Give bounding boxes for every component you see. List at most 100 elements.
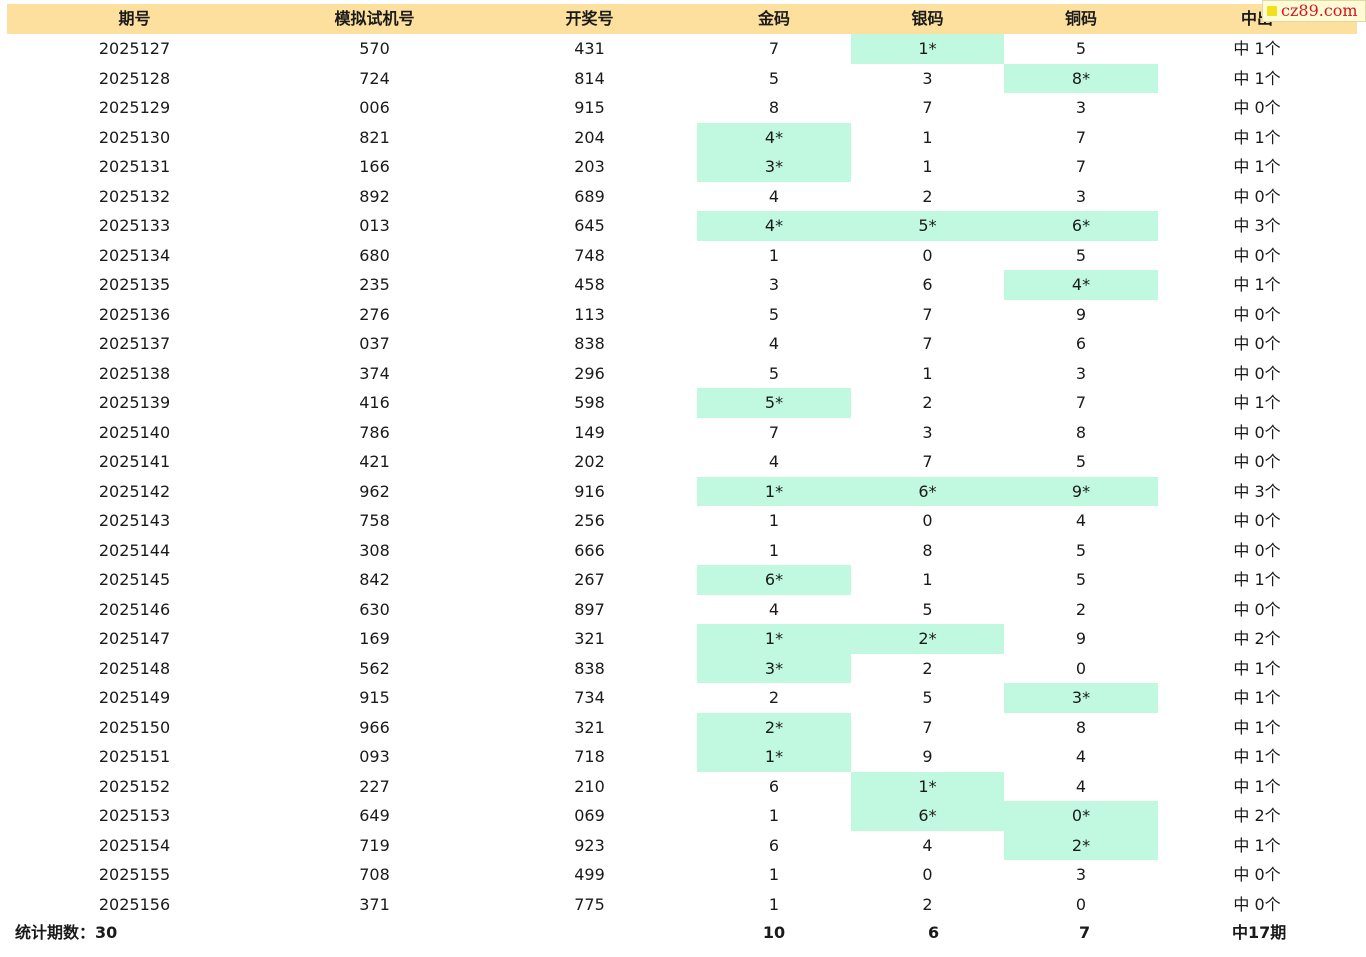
bronze-cell: 3 — [1075, 98, 1087, 117]
sim-number-cell: 169 — [359, 629, 390, 648]
result-cell: 中 1个 — [1233, 747, 1281, 766]
gold-cell: 4 — [768, 452, 780, 471]
table-row: 2025152 227 210 6 1* 4 中 1个 — [7, 771, 1357, 801]
table-row: 2025138 374 296 5 1 3 中 0个 — [7, 359, 1357, 389]
issue-cell: 2025131 — [98, 157, 171, 176]
table-footer: 统计期数：30 10 6 7 中17期 — [7, 918, 1357, 948]
silver-cell: 2* — [851, 624, 1004, 654]
table-row: 2025150 966 321 2* 7 8 中 1个 — [7, 712, 1357, 742]
table-row: 2025141 421 202 4 7 5 中 0个 — [7, 447, 1357, 477]
issue-cell: 2025154 — [98, 835, 171, 855]
bronze-cell: 3 — [1075, 186, 1087, 206]
silver-cell: 1* — [851, 34, 1004, 64]
sim-number-cell: 915 — [359, 688, 390, 707]
draw-number-cell: 748 — [574, 245, 605, 265]
silver-cell: 5 — [922, 688, 933, 707]
silver-cell: 8 — [922, 540, 933, 560]
issue-cell: 2025149 — [98, 688, 171, 707]
sim-number-cell: 708 — [359, 865, 390, 884]
sim-number-cell: 570 — [359, 39, 390, 58]
draw-number-cell: 296 — [574, 363, 605, 383]
sim-number-cell: 649 — [359, 806, 390, 825]
table-row: 2025148 562 838 3* 2 0 中 1个 — [7, 653, 1357, 683]
sim-number-cell: 093 — [359, 747, 390, 766]
draw-number-cell: 431 — [574, 39, 605, 58]
draw-number-cell: 458 — [574, 275, 605, 294]
draw-number-cell: 645 — [574, 216, 605, 235]
result-cell: 中 0个 — [1233, 894, 1281, 914]
table-row: 2025132 892 689 4 2 3 中 0个 — [7, 182, 1357, 212]
sim-number-cell: 416 — [359, 393, 390, 412]
bronze-cell: 7 — [1075, 393, 1087, 412]
sim-number-cell: 308 — [359, 540, 390, 560]
gold-cell: 6 — [768, 835, 780, 855]
draw-number-cell: 915 — [574, 98, 605, 117]
issue-cell: 2025134 — [98, 245, 171, 265]
bronze-cell: 5 — [1075, 452, 1087, 471]
table-row: 2025147 169 321 1* 2* 9 中 2个 — [7, 624, 1357, 654]
silver-cell: 7 — [922, 304, 933, 324]
gold-cell: 5 — [768, 68, 780, 88]
draw-number-cell: 256 — [574, 511, 605, 530]
sim-number-cell: 374 — [359, 363, 390, 383]
bronze-cell: 3 — [1075, 363, 1087, 383]
draw-number-cell: 113 — [574, 304, 605, 324]
issue-cell: 2025156 — [98, 894, 171, 914]
silver-cell: 1* — [851, 771, 1004, 801]
gold-cell: 4 — [768, 599, 780, 619]
gold-cell: 1 — [768, 245, 780, 265]
issue-cell: 2025142 — [98, 481, 171, 501]
header-bronze: 铜码 — [1064, 9, 1097, 28]
table-row: 2025145 842 267 6* 1 5 中 1个 — [7, 565, 1357, 595]
table-row: 2025144 308 666 1 8 5 中 0个 — [7, 536, 1357, 566]
table-row: 2025136 276 113 5 7 9 中 0个 — [7, 300, 1357, 330]
issue-cell: 2025153 — [98, 806, 171, 825]
silver-cell: 5* — [851, 211, 1004, 241]
table-row: 2025143 758 256 1 0 4 中 0个 — [7, 506, 1357, 536]
table-row: 2025127 570 431 7 1* 5 中 1个 — [7, 34, 1357, 64]
silver-cell: 0 — [922, 511, 933, 530]
gold-cell: 3 — [768, 275, 780, 294]
gold-cell: 7 — [768, 422, 780, 442]
draw-number-cell: 666 — [574, 540, 605, 560]
table-row: 2025130 821 204 4* 1 7 中 1个 — [7, 122, 1357, 152]
result-cell: 中 1个 — [1233, 658, 1281, 678]
sim-number-cell: 966 — [359, 717, 390, 737]
bronze-cell: 5 — [1075, 570, 1087, 589]
issue-cell: 2025148 — [98, 658, 171, 678]
draw-number-cell: 689 — [574, 186, 605, 206]
result-cell: 中 0个 — [1233, 186, 1281, 206]
gold-cell: 3* — [697, 653, 851, 683]
result-cell: 中 0个 — [1233, 363, 1281, 383]
table-row: 2025133 013 645 4* 5* 6* 中 3个 — [7, 211, 1357, 241]
bronze-cell: 8 — [1075, 717, 1087, 737]
silver-cell: 6 — [922, 275, 933, 294]
table-row: 2025146 630 897 4 5 2 中 0个 — [7, 595, 1357, 625]
table-row: 2025154 719 923 6 4 2* 中 1个 — [7, 830, 1357, 860]
silver-cell: 4 — [922, 835, 933, 855]
sim-number-cell: 821 — [359, 127, 390, 147]
draw-number-cell: 775 — [574, 894, 605, 914]
silver-cell: 9 — [922, 747, 933, 766]
table-row: 2025139 416 598 5* 2 7 中 1个 — [7, 388, 1357, 418]
sim-number-cell: 227 — [359, 776, 390, 796]
issue-cell: 2025152 — [98, 776, 171, 796]
silver-cell: 7 — [922, 717, 933, 737]
issue-cell: 2025130 — [98, 127, 171, 147]
bronze-cell: 5 — [1075, 540, 1087, 560]
bronze-cell: 6 — [1075, 334, 1087, 353]
sim-number-cell: 719 — [359, 835, 390, 855]
table-row: 2025137 037 838 4 7 6 中 0个 — [7, 329, 1357, 359]
bronze-cell: 6* — [1004, 211, 1158, 241]
result-cell: 中 1个 — [1233, 835, 1281, 855]
table-row: 2025134 680 748 1 0 5 中 0个 — [7, 241, 1357, 271]
issue-cell: 2025136 — [98, 304, 171, 324]
table-row: 2025153 649 069 1 6* 0* 中 2个 — [7, 801, 1357, 831]
footer-result-total: 中17期 — [1232, 923, 1287, 942]
sim-number-cell: 962 — [359, 481, 390, 501]
gold-cell: 6* — [697, 565, 851, 595]
sim-number-cell: 276 — [359, 304, 390, 324]
issue-cell: 2025133 — [98, 216, 171, 235]
result-cell: 中 0个 — [1233, 865, 1281, 884]
cz89-watermark-logo: cz89.com — [1262, 0, 1366, 22]
